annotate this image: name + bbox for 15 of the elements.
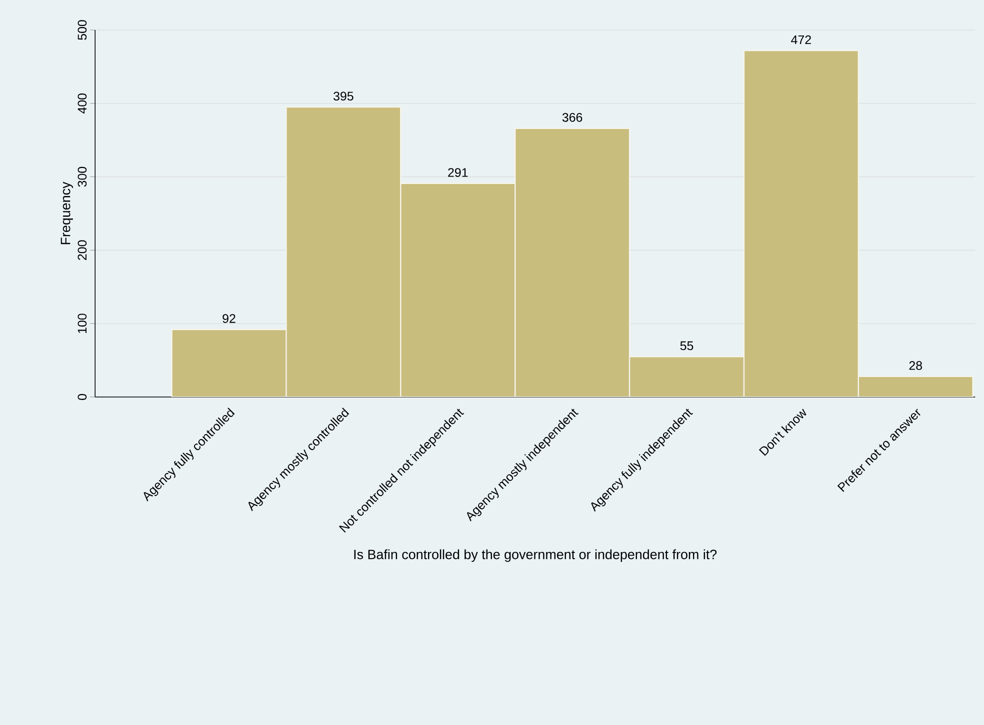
y-tick-label: 100 xyxy=(78,314,87,334)
data-label: 92 xyxy=(222,314,236,323)
x-axis-title: Is Bafin controlled by the government or independent from it? xyxy=(354,549,717,562)
y-tick-label: 0 xyxy=(78,394,87,400)
data-label: 472 xyxy=(791,35,811,44)
y-tick-label: 300 xyxy=(78,166,87,187)
data-label: 55 xyxy=(680,341,694,350)
y-axis-title: Frequency xyxy=(60,182,73,244)
data-label: 395 xyxy=(334,92,354,101)
data-label: 366 xyxy=(562,113,582,122)
y-tick-label: 200 xyxy=(78,240,87,260)
data-label: 291 xyxy=(448,168,468,177)
y-tick-label: 500 xyxy=(78,20,87,40)
y-tick-label: 400 xyxy=(78,94,87,114)
data-label: 28 xyxy=(909,361,922,370)
